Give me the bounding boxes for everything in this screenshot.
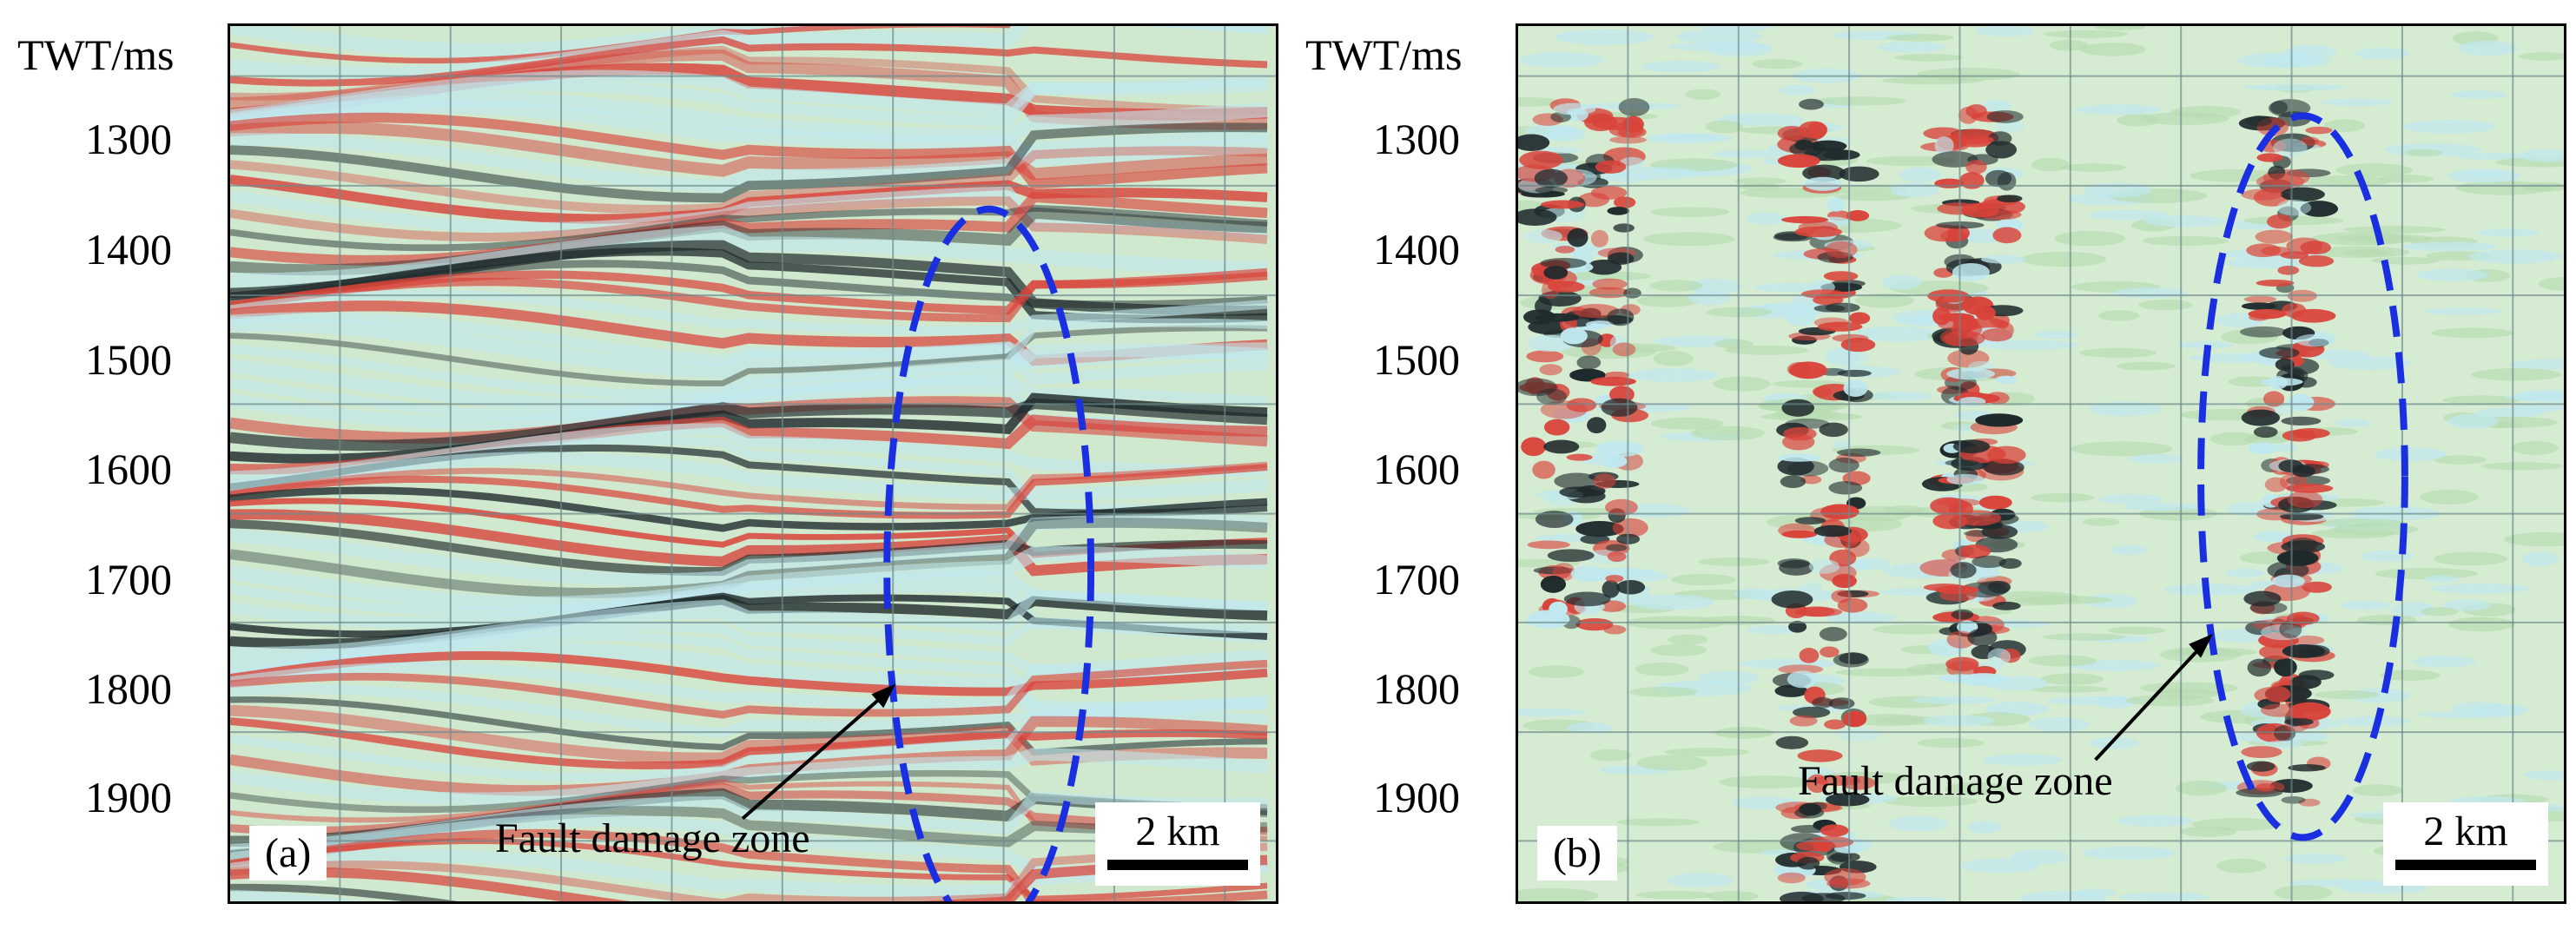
panel-a: TWT/ms 1300 1400 1500 1600 1700 1800 190… [0, 0, 1285, 930]
scale-bar: 2 km [1095, 802, 1260, 886]
panel-b: TWT/ms 1300 1400 1500 1600 1700 1800 190… [1288, 0, 2576, 930]
tick-label: 1800 [1373, 664, 1460, 713]
scale-bar-line [2395, 860, 2536, 870]
tick-label: 1500 [85, 335, 172, 384]
fault-damage-zone-label: Fault damage zone [1798, 758, 2113, 804]
y-axis-title: TWT/ms [17, 30, 175, 79]
panel-tag: (b) [1537, 826, 1617, 881]
seismic-image-a [230, 26, 1276, 901]
seismic-reflectors [230, 26, 1268, 901]
tick-label: 1300 [85, 115, 172, 163]
tick-label: 1600 [85, 445, 172, 493]
y-axis-title: TWT/ms [1305, 30, 1463, 79]
tick-label: 1600 [1373, 445, 1460, 493]
tick-label: 1900 [1373, 773, 1460, 821]
tick-label: 1800 [85, 664, 172, 713]
scale-bar-line [1107, 860, 1248, 870]
seismic-section-a: Fault damage zone (a) 2 km [228, 23, 1278, 904]
panel-tag: (a) [249, 826, 327, 881]
tick-label: 1700 [85, 555, 172, 604]
tick-label: 1700 [1373, 555, 1460, 604]
scale-bar: 2 km [2383, 802, 2548, 886]
scale-bar-label: 2 km [1135, 808, 1220, 854]
scale-bar-label: 2 km [2423, 808, 2508, 854]
tick-label: 1300 [1373, 115, 1460, 163]
fault-damage-zone-label: Fault damage zone [495, 815, 810, 861]
tick-label: 1900 [85, 773, 172, 821]
tick-label: 1500 [1373, 335, 1460, 384]
seismic-section-b: Fault damage zone (b) 2 km [1516, 23, 2566, 904]
tick-label: 1400 [1373, 225, 1460, 274]
tick-label: 1400 [85, 225, 172, 274]
